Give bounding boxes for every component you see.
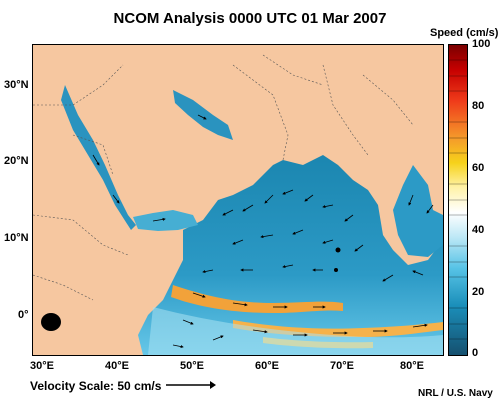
map-frame [32, 44, 444, 356]
island [41, 313, 61, 331]
persian-gulf [173, 90, 233, 140]
colorbar-tick-100: 100 [472, 38, 491, 50]
red-sea [61, 85, 136, 230]
velocity-scale-arrow-icon [166, 381, 216, 389]
country-borders [33, 54, 414, 301]
colorbar-tick-80: 80 [472, 100, 485, 112]
bay-of-bengal [393, 165, 443, 257]
lat-label-10n: 10°N [4, 232, 29, 244]
island [334, 268, 338, 272]
current-vectors [92, 114, 434, 349]
lon-label-30e: 30°E [30, 360, 54, 372]
lon-label-50e: 50°E [180, 360, 204, 372]
southern-pale-zone [148, 307, 443, 355]
lon-label-80e: 80°E [400, 360, 424, 372]
colorbar-tick-0: 0 [472, 347, 479, 359]
ocean-current-map [33, 45, 443, 355]
lat-label-0: 0° [18, 309, 29, 321]
lon-label-40e: 40°E [105, 360, 129, 372]
map-title: NCOM Analysis 0000 UTC 01 Mar 2007 [113, 10, 387, 27]
somali-current-band [171, 285, 343, 313]
lat-label-20n: 20°N [4, 155, 29, 167]
lon-label-70e: 70°E [330, 360, 354, 372]
credit-text: NRL / U.S. Navy [418, 388, 493, 399]
island [335, 247, 341, 253]
velocity-scale-label: Velocity Scale: 50 cm/s [30, 379, 162, 393]
colorbar-title: Speed (cm/s) [430, 27, 499, 39]
colorbar-tick-20: 20 [472, 286, 485, 298]
speed-colorbar [448, 44, 468, 356]
lat-label-30n: 30°N [4, 79, 29, 91]
colorbar-tick-40: 40 [472, 224, 485, 236]
colorbar-tick-60: 60 [472, 162, 485, 174]
lon-label-60e: 60°E [255, 360, 279, 372]
